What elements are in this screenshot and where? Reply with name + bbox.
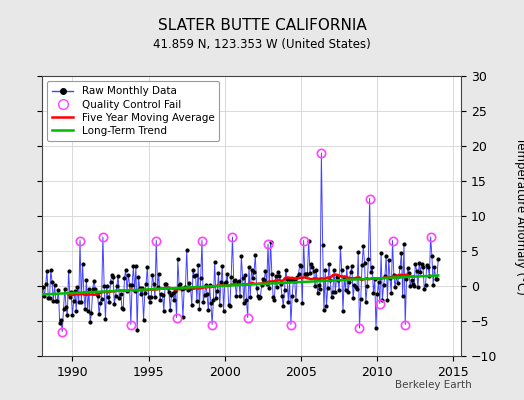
Text: SLATER BUTTE CALIFORNIA: SLATER BUTTE CALIFORNIA <box>158 18 366 33</box>
Legend: Raw Monthly Data, Quality Control Fail, Five Year Moving Average, Long-Term Tren: Raw Monthly Data, Quality Control Fail, … <box>47 81 220 141</box>
Y-axis label: Temperature Anomaly (°C): Temperature Anomaly (°C) <box>514 137 524 295</box>
Text: 41.859 N, 123.353 W (United States): 41.859 N, 123.353 W (United States) <box>153 38 371 51</box>
Text: Berkeley Earth: Berkeley Earth <box>395 380 472 390</box>
